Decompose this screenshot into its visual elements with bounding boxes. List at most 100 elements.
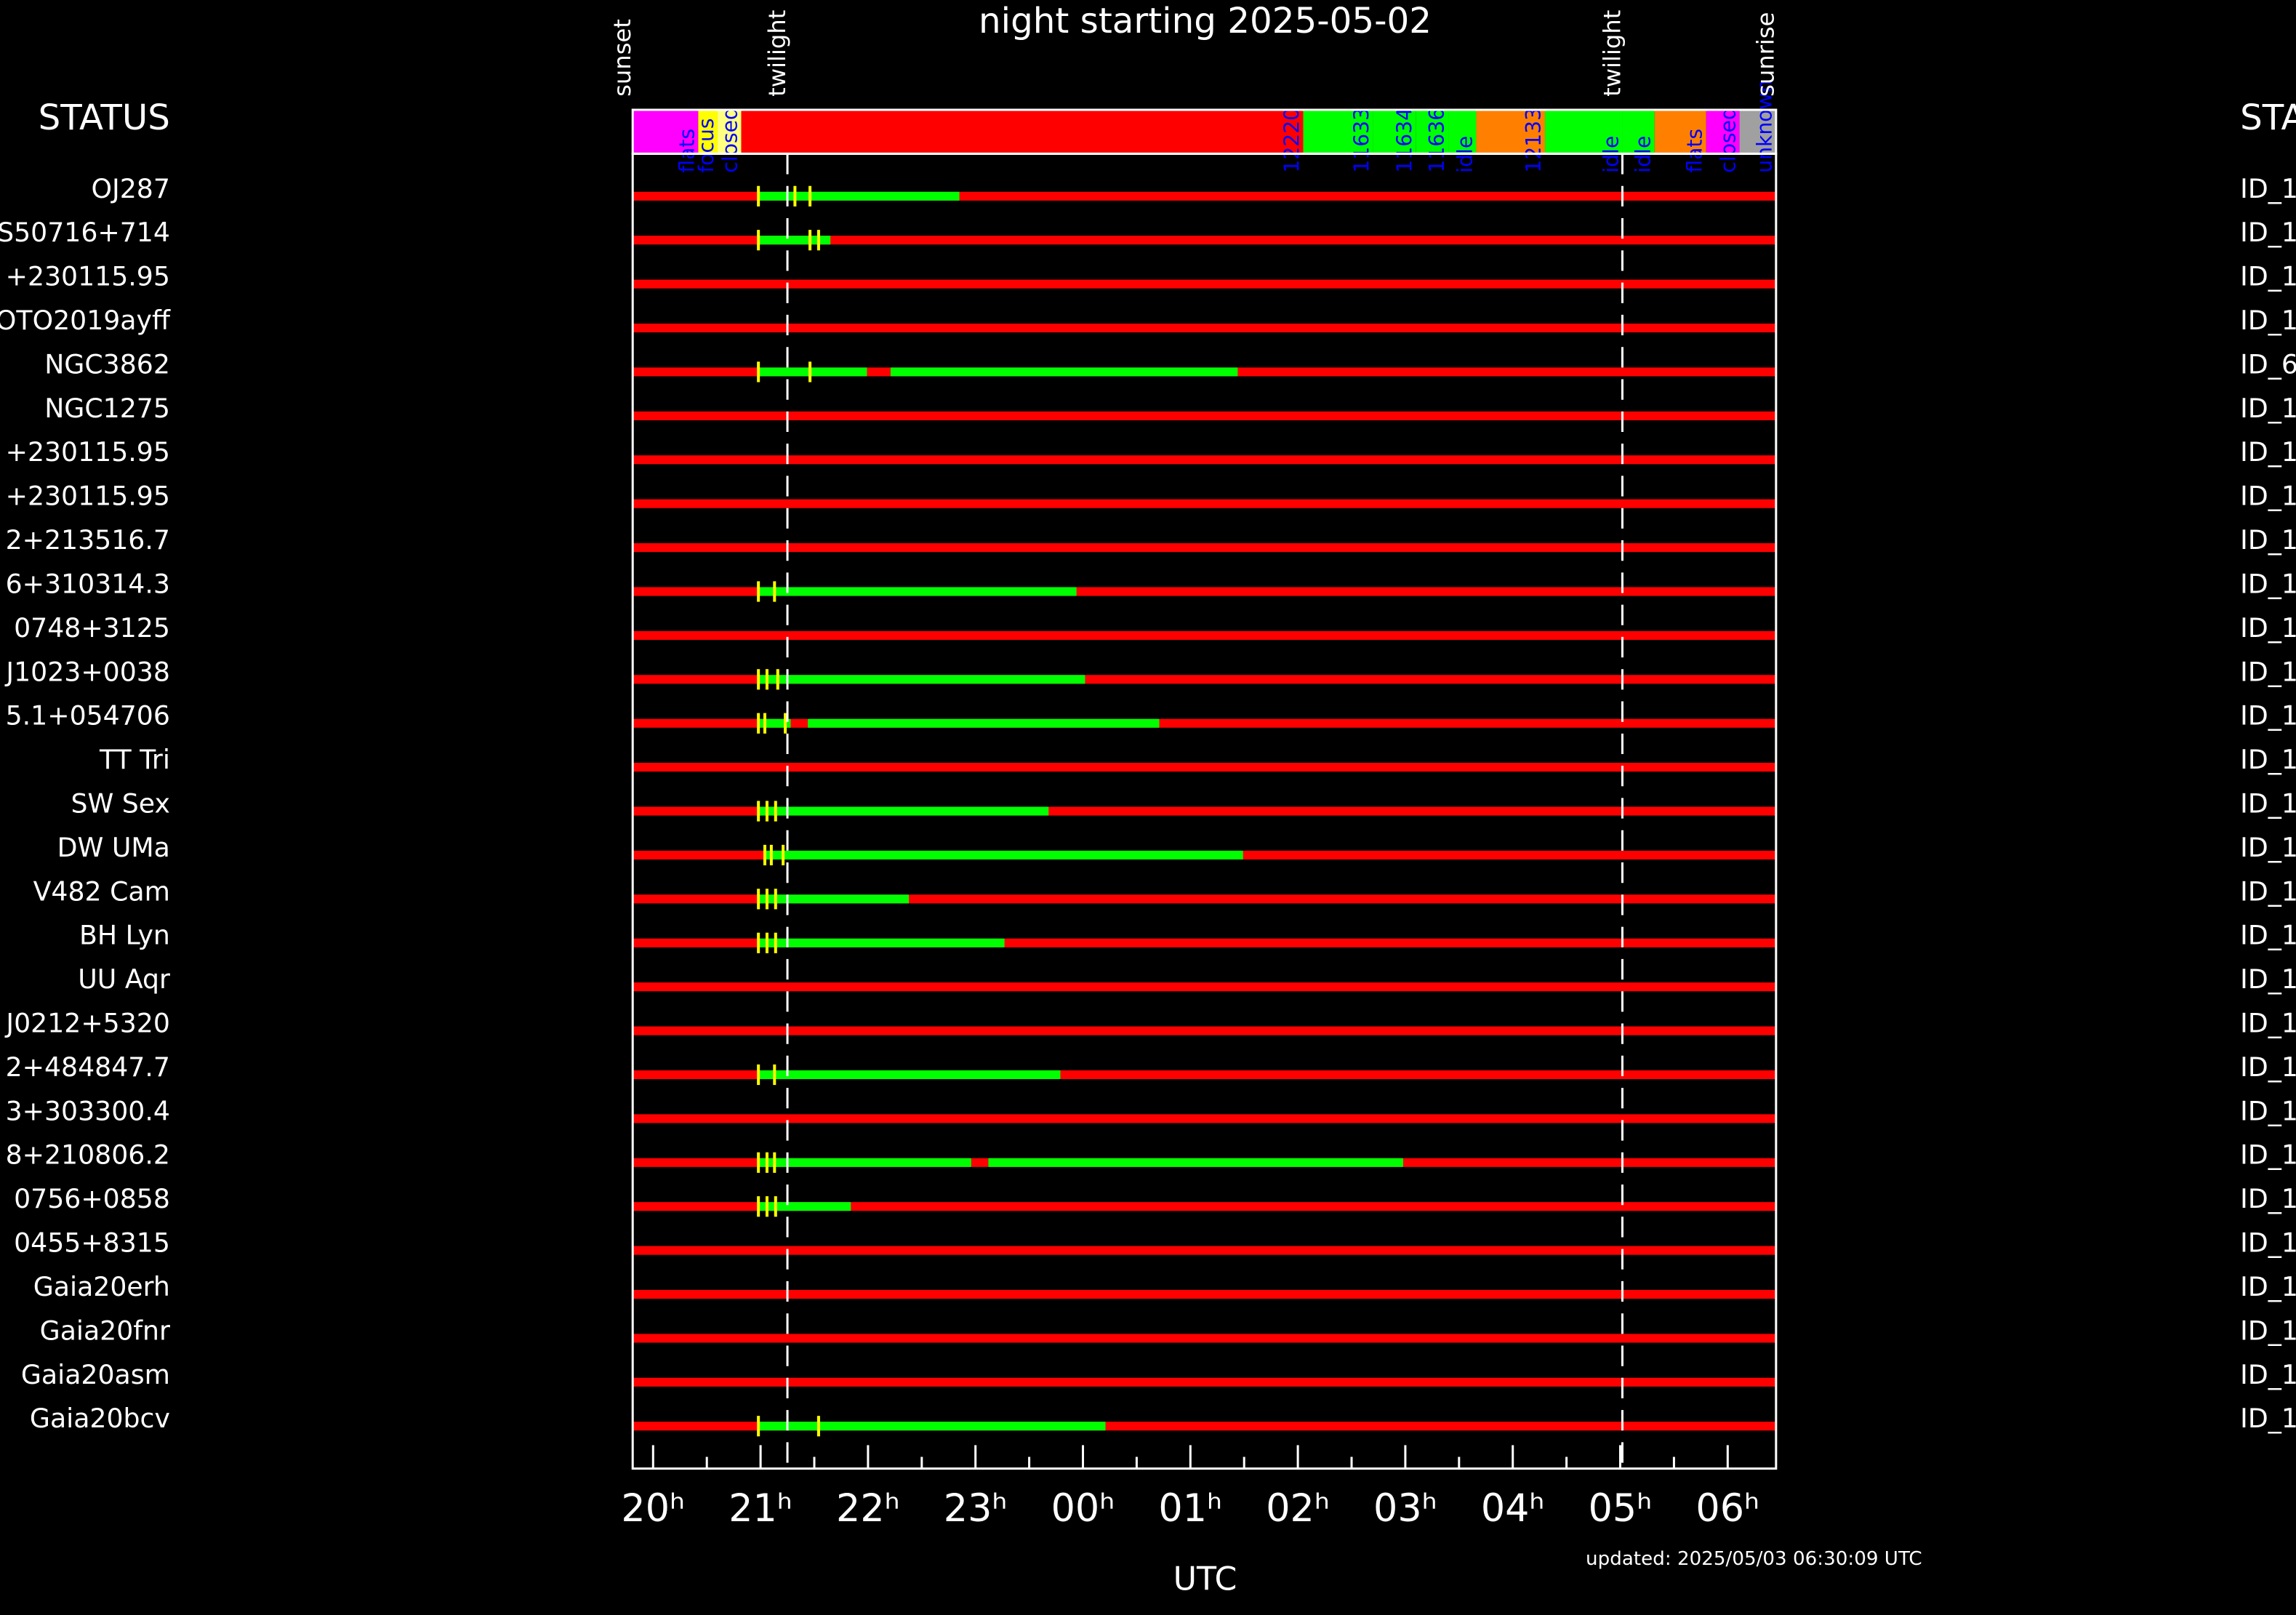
status-segment xyxy=(1706,110,1740,154)
row-bar xyxy=(633,279,1776,289)
status-segment xyxy=(1416,110,1449,154)
target-name: UU Aqr xyxy=(78,963,170,995)
target-name: OTO2019ayff xyxy=(0,305,171,336)
sky-event-label: sunrise xyxy=(1752,12,1780,97)
observable-window xyxy=(758,191,960,201)
target-id: ID_1 xyxy=(2240,744,2296,775)
status-segment xyxy=(698,110,718,154)
status-label: closed xyxy=(1716,107,1740,172)
target-name: BH Lyn xyxy=(79,920,170,951)
observable-window xyxy=(808,718,1160,728)
target-id: ID_6 xyxy=(2240,348,2296,380)
target-name: +230115.95 xyxy=(6,481,170,512)
row-bar xyxy=(633,1334,1776,1343)
target-id: ID_1 xyxy=(2240,920,2296,951)
target-name: 0748+3125 xyxy=(14,612,170,644)
target-name: J0212+5320 xyxy=(4,1008,169,1039)
status-label: 12133 xyxy=(1522,108,1546,173)
observable-window xyxy=(890,367,1238,377)
target-id: ID_1 xyxy=(2240,1271,2296,1302)
row-bar xyxy=(633,763,1776,772)
target-name: OJ287 xyxy=(92,173,170,204)
target-name: V482 Cam xyxy=(33,875,170,907)
row-bar xyxy=(633,894,1776,904)
target-name: Gaia20erh xyxy=(33,1271,170,1302)
sky-event-label: twilight xyxy=(1598,10,1626,97)
target-name: 3+303300.4 xyxy=(6,1095,170,1126)
target-name: SW Sex xyxy=(71,788,169,819)
x-tick-label: 02ʰ xyxy=(1266,1486,1330,1531)
target-id: ID_1 xyxy=(2240,305,2296,336)
target-id: ID_1 xyxy=(2240,656,2296,687)
status-segment xyxy=(1622,110,1655,154)
observable-window xyxy=(988,1158,1403,1167)
target-name: Gaia20asm xyxy=(21,1359,170,1390)
status-segment xyxy=(1303,110,1373,154)
status-segment xyxy=(1545,110,1623,154)
observable-window xyxy=(758,1158,971,1167)
target-name: NGC1275 xyxy=(44,393,170,424)
status-segment xyxy=(1739,110,1776,154)
plot-frame xyxy=(631,152,1778,1470)
status-label: focus xyxy=(694,118,718,172)
status-segment xyxy=(717,110,742,154)
chart-title: night starting 2025-05-02 xyxy=(979,1,1432,41)
target-id: ID_1 xyxy=(2240,875,2296,907)
target-id: ID_1 xyxy=(2240,261,2296,292)
status-label: 11633 xyxy=(1349,108,1373,173)
target-id: ID_1 xyxy=(2240,1051,2296,1083)
status-label-right: STATUS xyxy=(2240,97,2296,138)
observable-window xyxy=(758,675,1085,684)
target-id: ID_1 xyxy=(2240,1095,2296,1126)
row-bar xyxy=(633,1246,1776,1255)
x-tick-label: 23ʰ xyxy=(944,1486,1008,1531)
target-id: ID_1 xyxy=(2240,700,2296,732)
target-id: ID_1 xyxy=(2240,1359,2296,1390)
target-id: ID_1 xyxy=(2240,963,2296,995)
status-segment xyxy=(741,110,1304,154)
observable-window xyxy=(758,1070,1061,1080)
x-tick-label: 22ʰ xyxy=(836,1486,900,1531)
row-bar xyxy=(633,718,1776,728)
target-id: ID_1 xyxy=(2240,612,2296,644)
x-tick-label: 20ʰ xyxy=(621,1486,685,1531)
target-name: S50716+714 xyxy=(0,217,170,248)
observable-window xyxy=(758,367,867,377)
status-segment xyxy=(633,110,699,154)
x-axis-label: UTC xyxy=(1173,1561,1237,1598)
target-name: TT Tri xyxy=(99,744,170,775)
target-id: ID_1 xyxy=(2240,481,2296,512)
row-bar xyxy=(633,1377,1776,1387)
status-label: 12220 xyxy=(1280,108,1304,173)
status-label: STATUS xyxy=(39,97,170,138)
target-id: ID_1 xyxy=(2240,1183,2296,1214)
observable-window xyxy=(758,1422,1106,1431)
status-label: flats xyxy=(1683,129,1707,173)
target-name: 6+310314.3 xyxy=(6,568,170,599)
status-label: unknown xyxy=(1753,80,1777,173)
target-name: J1023+0038 xyxy=(4,656,169,687)
row-bar xyxy=(633,411,1776,420)
row-bar xyxy=(633,324,1776,333)
target-id: ID_1 xyxy=(2240,832,2296,863)
target-name: +230115.95 xyxy=(6,261,170,292)
status-segment xyxy=(1373,110,1416,154)
target-id: ID_1 xyxy=(2240,173,2296,204)
sky-event-label: twilight xyxy=(763,10,791,97)
target-name: DW UMa xyxy=(57,832,170,863)
status-label: 11634 xyxy=(1393,108,1417,173)
row-bar xyxy=(633,1026,1776,1035)
observable-window xyxy=(758,718,791,728)
row-bar xyxy=(633,1289,1776,1299)
target-id: ID_1 xyxy=(2240,1227,2296,1259)
target-id: ID_1 xyxy=(2240,568,2296,599)
target-name: 2+484847.7 xyxy=(6,1051,170,1083)
status-label: 11636 xyxy=(1425,108,1449,173)
row-bar xyxy=(633,1114,1776,1123)
x-tick-label: 03ʰ xyxy=(1373,1486,1437,1531)
x-tick-label: 05ʰ xyxy=(1589,1486,1653,1531)
row-bar xyxy=(633,543,1776,553)
row-bar xyxy=(633,499,1776,508)
status-segment xyxy=(1654,110,1706,154)
